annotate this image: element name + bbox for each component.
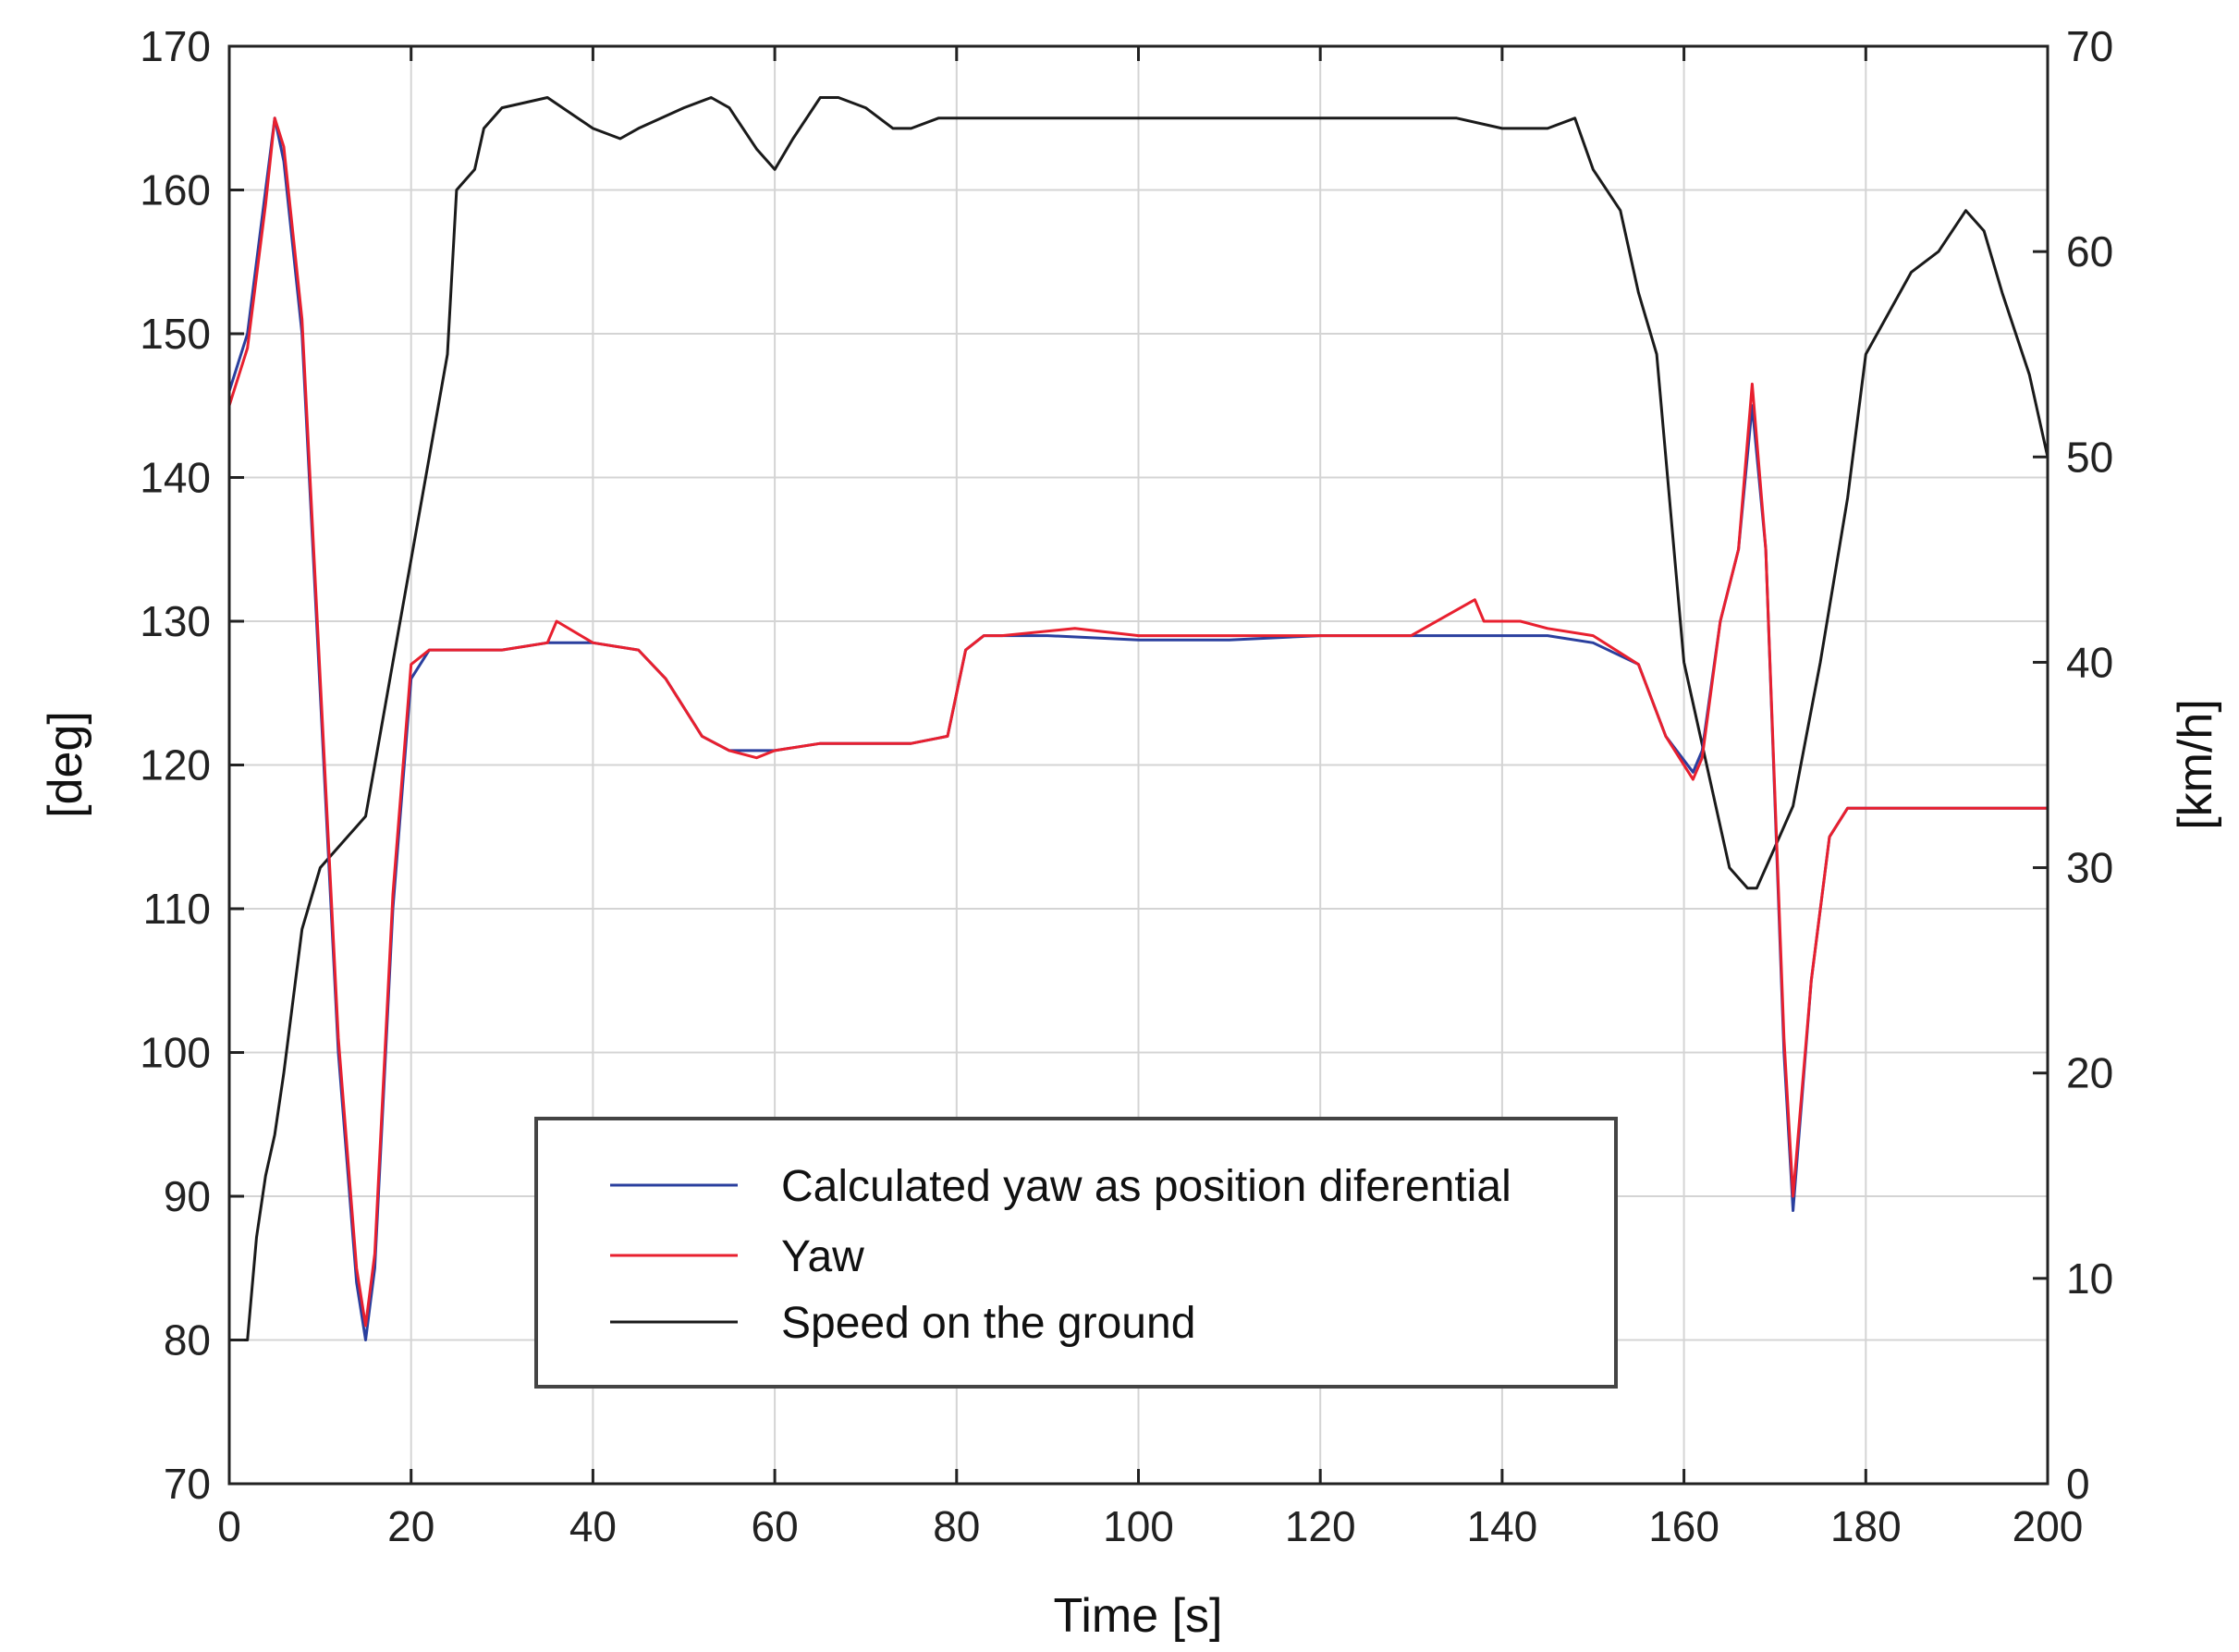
legend-label-speed: Speed on the ground [781,1299,1195,1348]
right-y-tick-label: 50 [2066,433,2113,481]
right-y-tick-label: 0 [2066,1460,2090,1508]
legend-box [534,1117,1618,1389]
x-axis-title: Time [s] [1054,1589,1223,1643]
left-y-axis-title: [deg] [39,711,92,818]
right-y-tick-label: 20 [2066,1049,2113,1097]
left-y-tick-label: 150 [140,310,211,358]
x-tick-label: 180 [1830,1502,1902,1550]
x-tick-label: 80 [933,1502,980,1550]
right-y-tick-label: 60 [2066,227,2113,275]
left-y-tick-label: 120 [140,741,211,789]
series-layer [227,96,2049,1341]
left-y-tick-label: 70 [164,1460,211,1508]
ticks: 0 20 40 60 80 100 120 140 160 180 2007080901001101… [140,22,2113,1550]
x-tick-label: 20 [387,1502,434,1550]
legend: Calculated yaw as position diferential Y… [534,1117,1618,1389]
x-tick-label: 100 [1103,1502,1174,1550]
left-y-tick-label: 80 [164,1316,211,1364]
right-y-axis-title: [km/h] [2169,699,2222,830]
x-tick-label: 140 [1467,1502,1538,1550]
series-line-yaw [227,116,2049,1328]
right-y-tick-label: 10 [2066,1254,2113,1303]
series-line-speed [227,96,2049,1341]
x-tick-label: 160 [1648,1502,1719,1550]
x-tick-label: 120 [1285,1502,1356,1550]
right-y-tick-label: 40 [2066,638,2113,686]
x-tick-label: 0 [217,1502,241,1550]
x-tick-label: 60 [752,1502,799,1550]
legend-label-yaw: Yaw [781,1232,864,1281]
left-y-tick-label: 170 [140,22,211,70]
x-tick-label: 40 [569,1502,617,1550]
left-y-tick-label: 100 [140,1029,211,1077]
x-tick-label: 200 [2013,1502,2084,1550]
left-y-tick-label: 110 [143,885,211,933]
right-y-tick-label: 70 [2066,22,2113,70]
left-y-tick-label: 160 [140,166,211,214]
legend-label-calculated-yaw: Calculated yaw as position diferential [781,1162,1511,1211]
left-y-tick-label: 90 [164,1172,211,1220]
left-y-tick-label: 130 [140,597,211,645]
right-y-tick-label: 30 [2066,844,2113,892]
left-y-tick-label: 140 [140,454,211,502]
